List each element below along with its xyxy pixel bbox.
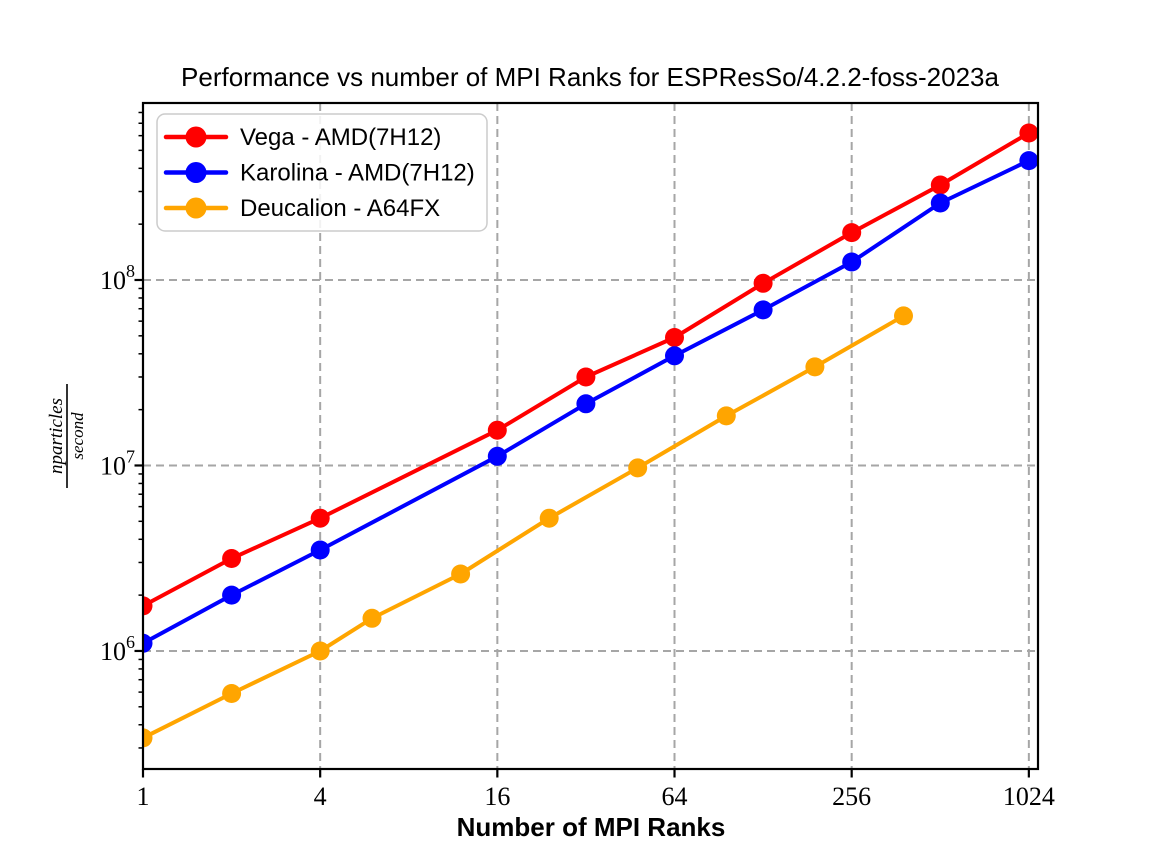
series-line	[143, 313, 906, 740]
series-vega	[143, 123, 1038, 616]
legend-entry-karolina: Karolina - AMD(7H12)	[163, 160, 475, 187]
y-tick-label-1e6: 106	[100, 632, 135, 666]
legend-label: Deucalion - A64FX	[240, 195, 440, 222]
series-deucalion	[143, 306, 913, 748]
legend: Vega - AMD(7H12) Karolina - AMD(7H12) Deuc…	[156, 113, 488, 232]
data-point-x32	[576, 394, 596, 414]
series-karolina	[143, 151, 1038, 653]
legend-sample-marker-icon	[185, 126, 207, 148]
data-point-x16	[487, 420, 507, 440]
data-point-x12	[451, 564, 471, 584]
x-tick-label-1024: 1024	[1003, 782, 1055, 811]
x-tick-label-256: 256	[832, 782, 871, 811]
y-tick-label-1e7: 107	[100, 446, 135, 480]
data-point-x128	[753, 300, 773, 320]
data-point-x1	[143, 728, 153, 748]
plot-border	[141, 101, 1040, 771]
data-point-x1024	[1019, 123, 1038, 143]
data-point-x512	[930, 175, 950, 195]
data-point-x16	[487, 446, 507, 466]
y-tick-exponent: 7	[126, 446, 135, 466]
data-point-x24	[539, 508, 559, 528]
data-point-x256	[842, 252, 862, 272]
data-point-x2	[222, 549, 242, 568]
chart-title: Performance vs number of MPI Ranks for E…	[181, 62, 999, 92]
legend-sample-marker-icon	[185, 197, 207, 219]
legend-box	[156, 113, 488, 232]
data-point-x1024	[1019, 151, 1038, 171]
y-tick-exponent: 8	[126, 261, 135, 281]
x-tick-label-1: 1	[137, 782, 150, 811]
data-point-x384	[894, 306, 913, 326]
legend-entry-vega: Vega - AMD(7H12)	[163, 124, 441, 151]
legend-entry-deucalion: Deucalion - A64FX	[163, 195, 440, 222]
tick-label-layer: 1 4 16 64 256 1024 106 107 108	[100, 261, 1055, 811]
x-axis-label: Number of MPI Ranks	[457, 812, 726, 842]
series-line	[143, 131, 1031, 608]
series-layer	[143, 123, 1038, 748]
data-point-x32	[576, 367, 596, 387]
data-point-x128	[753, 273, 773, 293]
y-tick-label-1e8: 108	[100, 261, 135, 295]
data-point-x96	[716, 406, 736, 426]
data-point-x4	[310, 540, 330, 560]
data-point-x2	[222, 684, 242, 703]
y-axis-label: nparticles second	[46, 384, 87, 488]
grid-layer	[142, 103, 1038, 769]
data-point-x4	[310, 641, 330, 661]
x-tick-label-4: 4	[314, 782, 327, 811]
legend-rows: Vega - AMD(7H12) Karolina - AMD(7H12) Deuc…	[163, 124, 475, 222]
y-tick-exponent: 6	[126, 632, 135, 652]
y-axis-label-numerator: nparticles	[46, 398, 67, 474]
legend-label: Vega - AMD(7H12)	[240, 124, 441, 151]
data-point-x256	[842, 223, 862, 243]
x-tick-label-64: 64	[662, 782, 688, 811]
legend-label: Karolina - AMD(7H12)	[240, 160, 475, 187]
legend-sample-marker-icon	[185, 162, 207, 183]
data-point-x4	[310, 508, 330, 528]
data-point-x6	[362, 608, 382, 628]
data-point-x1	[143, 633, 153, 653]
tick-layer	[134, 111, 1030, 778]
series-line	[143, 158, 1031, 646]
data-point-x64	[665, 328, 684, 347]
data-point-x512	[930, 193, 950, 213]
data-point-x64	[665, 346, 684, 366]
x-tick-label-16: 16	[484, 782, 510, 811]
data-point-x48	[628, 458, 648, 478]
data-point-x2	[222, 585, 242, 605]
y-axis-label-denominator: second	[68, 412, 87, 460]
data-point-x1	[143, 596, 153, 616]
data-point-x192	[805, 357, 825, 377]
